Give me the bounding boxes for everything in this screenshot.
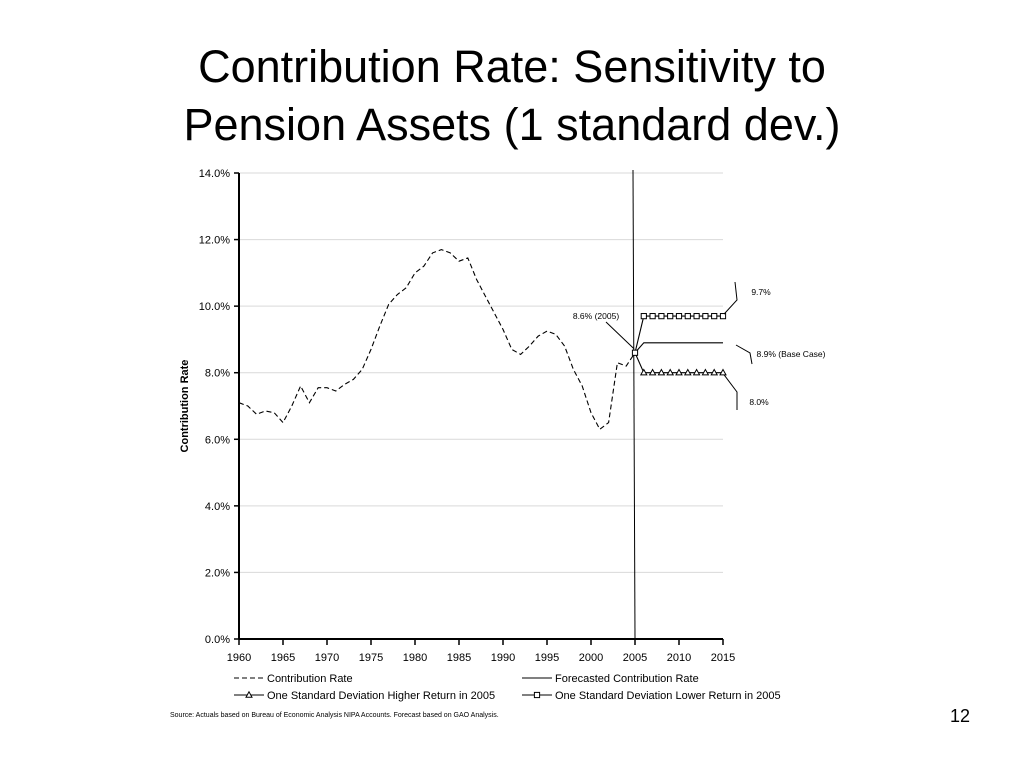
series-4-marker: [693, 313, 700, 320]
page-number: 12: [949, 706, 970, 726]
x-tick-label: 2015: [711, 652, 735, 664]
series-line-4: [634, 315, 723, 353]
source-note: Source: Actuals based on Bureau of Econo…: [170, 712, 499, 719]
series-3-marker: [701, 368, 710, 376]
x-tick-label: 1970: [315, 652, 339, 664]
series-4-marker: [658, 313, 665, 320]
annotation-label: 8.6% (2005): [573, 311, 619, 321]
series-4-marker: [640, 313, 647, 320]
y-tick-label: 0.0%: [205, 634, 230, 646]
x-tick-label: 2000: [579, 652, 603, 664]
x-tick-label: 2010: [667, 652, 691, 664]
x-tick-label: 1985: [447, 652, 471, 664]
series-4-marker: [667, 313, 674, 320]
series-4-marker: [675, 313, 683, 320]
series-3-marker: [666, 368, 675, 376]
series-3-marker: [648, 368, 657, 376]
annotation-leader: [723, 281, 738, 315]
y-tick-label: 2.0%: [205, 567, 230, 579]
series-3-marker: [639, 368, 648, 376]
series-3-marker: [692, 368, 701, 376]
series-4-marker: [684, 313, 691, 320]
series-line-1: [238, 249, 636, 431]
series-4-marker: [711, 313, 718, 320]
point-2005-marker: [631, 349, 639, 356]
x-tick-label: 1960: [227, 652, 251, 664]
forecast-divider-line: [632, 169, 636, 640]
series-line-2: [634, 342, 723, 354]
series-3-marker: [719, 368, 727, 376]
legend-item: Forecasted Contribution Rate: [522, 673, 699, 685]
legend-item: One Standard Deviation Lower Return in 2…: [522, 690, 781, 702]
series-4-marker: [702, 313, 709, 320]
y-tick-label: 4.0%: [205, 501, 230, 513]
y-tick-label: 8.0%: [205, 368, 230, 380]
legend-item: One Standard Deviation Higher Return in …: [234, 690, 495, 702]
series-3-marker: [675, 368, 683, 376]
y-tick-label: 10.0%: [199, 301, 230, 313]
x-tick-label: 1975: [359, 652, 383, 664]
annotation-label: 8.9% (Base Case): [757, 349, 826, 359]
series-3-marker: [657, 368, 666, 376]
annotation-leader: [735, 344, 753, 365]
annotation-leader: [723, 374, 738, 410]
y-tick-label: 14.0%: [199, 168, 230, 180]
series-3-marker: [710, 368, 719, 376]
annotation-label: 8.0%: [749, 397, 769, 407]
annotation-leader: [605, 321, 635, 350]
title-line-1: Contribution Rate: Sensitivity to: [198, 41, 826, 92]
title-line-2: Pension Assets (1 standard dev.): [183, 99, 841, 150]
x-tick-label: 1990: [491, 652, 515, 664]
legend-item: Contribution Rate: [234, 673, 353, 685]
series-4-marker: [649, 313, 656, 320]
series-4-marker: [719, 313, 727, 320]
y-axis-label: Contribution Rate: [179, 360, 191, 453]
slide-title: Contribution Rate: Sensitivity to Pensio…: [0, 38, 1024, 154]
x-tick-label: 1980: [403, 652, 427, 664]
y-tick-label: 12.0%: [199, 235, 230, 247]
legend-marker: [533, 691, 541, 699]
series-3-marker: [683, 368, 692, 376]
legend-label: One Standard Deviation Higher Return in …: [267, 690, 495, 702]
legend-label: Contribution Rate: [267, 673, 353, 685]
legend-label: Forecasted Contribution Rate: [555, 673, 699, 685]
legend-marker: [245, 690, 253, 698]
x-tick-label: 2005: [623, 652, 647, 664]
x-tick-label: 1995: [535, 652, 559, 664]
annotation-label: 9.7%: [751, 287, 771, 297]
legend-label: One Standard Deviation Lower Return in 2…: [555, 690, 781, 702]
y-tick-label: 6.0%: [205, 434, 230, 446]
x-tick-label: 1965: [271, 652, 295, 664]
